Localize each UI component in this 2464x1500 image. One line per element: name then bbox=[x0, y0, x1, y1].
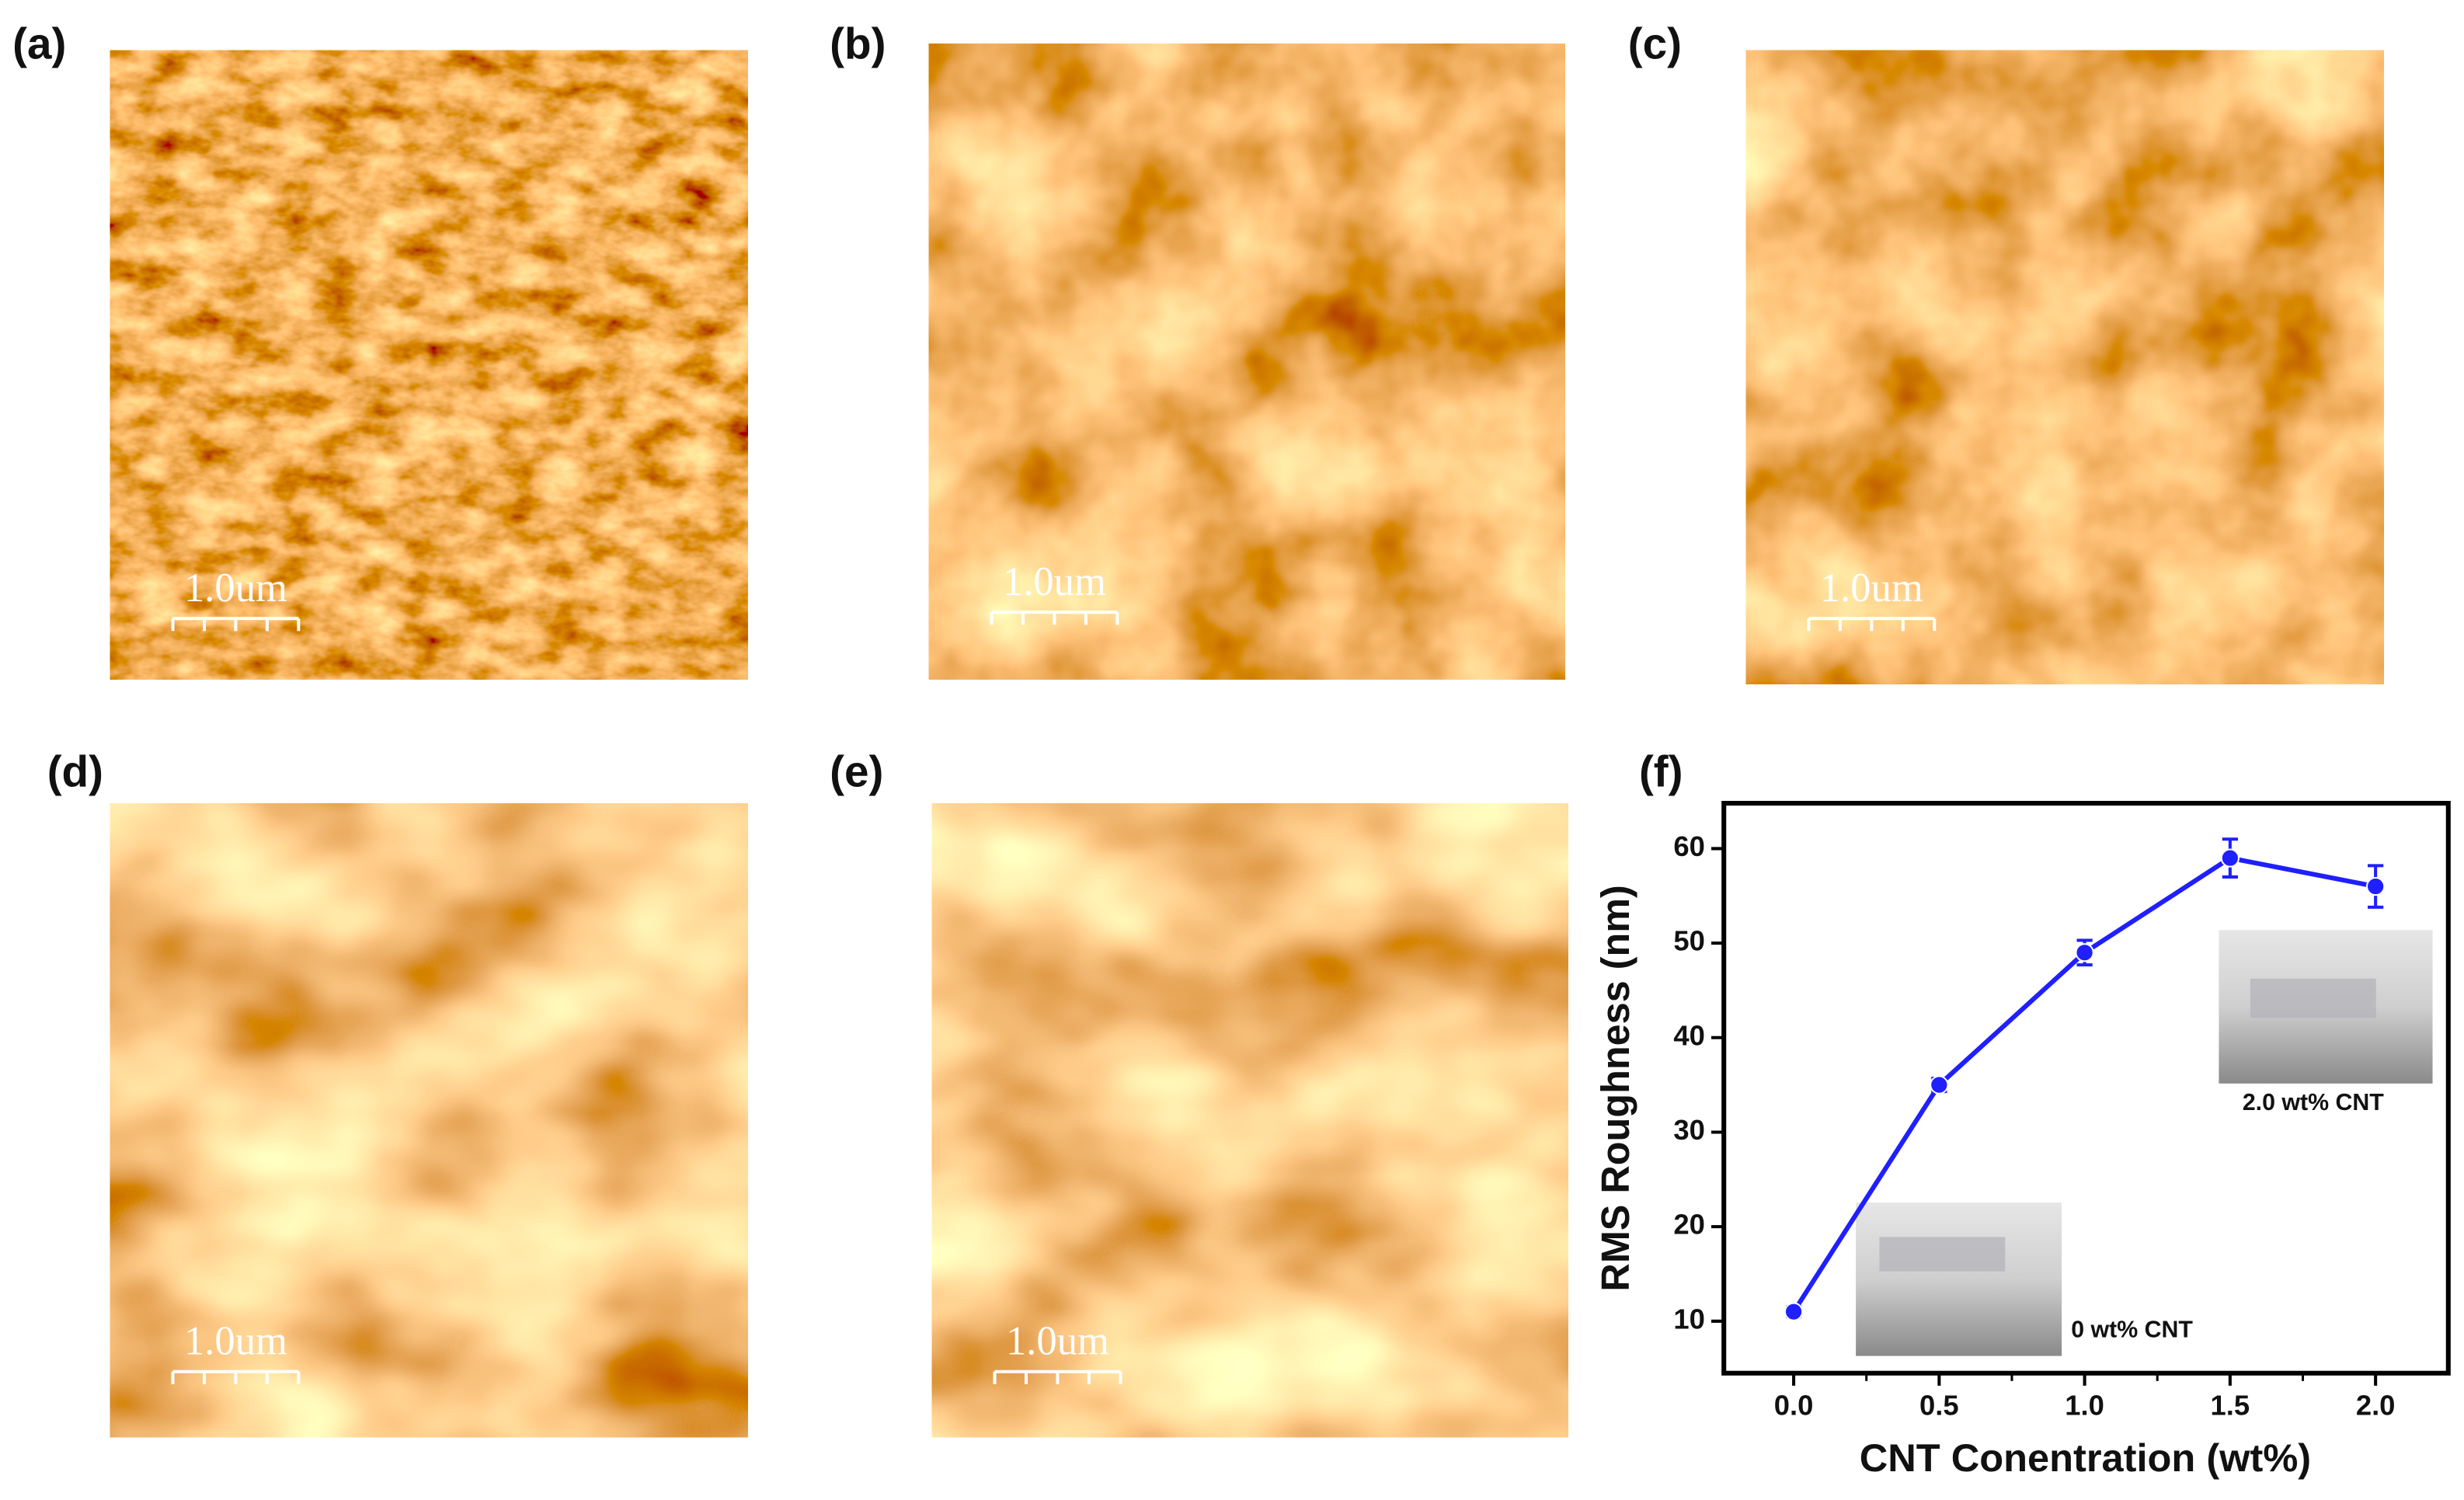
y-tick-label: 50 bbox=[1673, 925, 1704, 957]
panel-label: (b) bbox=[830, 19, 886, 68]
panel-label: (c) bbox=[1628, 19, 1682, 68]
y-axis-title: RMS Roughness (nm) bbox=[1593, 885, 1637, 1291]
marker bbox=[1784, 1302, 1804, 1321]
x-axis-title: CNT Conentration (wt%) bbox=[1860, 1436, 2311, 1480]
marker bbox=[2365, 877, 2386, 896]
marker bbox=[2075, 943, 2094, 962]
scale-bar-label: 1.0um bbox=[1820, 566, 1923, 611]
y-tick-label: 30 bbox=[1673, 1114, 1704, 1146]
afm-image bbox=[110, 803, 748, 1438]
x-tick-label: 0.5 bbox=[1919, 1390, 1959, 1422]
scale-bar-label: 1.0um bbox=[1006, 1319, 1109, 1364]
inset-label: 0 wt% CNT bbox=[2071, 1317, 2193, 1342]
marker bbox=[1930, 1075, 1949, 1095]
x-tick-label: 1.0 bbox=[2065, 1390, 2104, 1422]
y-tick-label: 20 bbox=[1673, 1209, 1704, 1241]
afm-panels: (a) 1.0um (b) 1.0um (c) 1.0um (d) 1.0um (e) 1.0um bbox=[12, 19, 2384, 1438]
afm-image bbox=[931, 803, 1568, 1438]
y-tick-label: 40 bbox=[1673, 1019, 1704, 1051]
afm-image bbox=[1745, 50, 2384, 684]
scale-bar-label: 1.0um bbox=[184, 566, 287, 611]
afm-image bbox=[928, 44, 1565, 680]
panel-label: (e) bbox=[830, 747, 883, 796]
x-tick-label: 0.0 bbox=[1774, 1390, 1814, 1422]
y-tick-label: 60 bbox=[1673, 830, 1704, 862]
panel-label: (d) bbox=[47, 747, 103, 796]
panel-label: (f) bbox=[1639, 747, 1683, 796]
panel-label: (a) bbox=[12, 19, 66, 68]
x-tick-label: 1.5 bbox=[2211, 1390, 2250, 1422]
x-tick-label: 2.0 bbox=[2356, 1390, 2396, 1422]
y-tick-label: 10 bbox=[1673, 1303, 1704, 1335]
plot-frame bbox=[1721, 801, 2451, 1376]
scale-bar-label: 1.0um bbox=[1003, 559, 1106, 604]
chart: (f) CNT Conentration (wt%) RMS Roughness… bbox=[1593, 747, 2451, 1480]
inset-label: 2.0 wt% CNT bbox=[2243, 1090, 2384, 1115]
inset-photo bbox=[1856, 1202, 2062, 1356]
inset-logo bbox=[2250, 978, 2376, 1018]
scale-bar-label: 1.0um bbox=[184, 1319, 287, 1364]
marker bbox=[2220, 848, 2240, 868]
afm-image bbox=[110, 50, 748, 680]
inset-logo bbox=[1879, 1237, 2006, 1272]
